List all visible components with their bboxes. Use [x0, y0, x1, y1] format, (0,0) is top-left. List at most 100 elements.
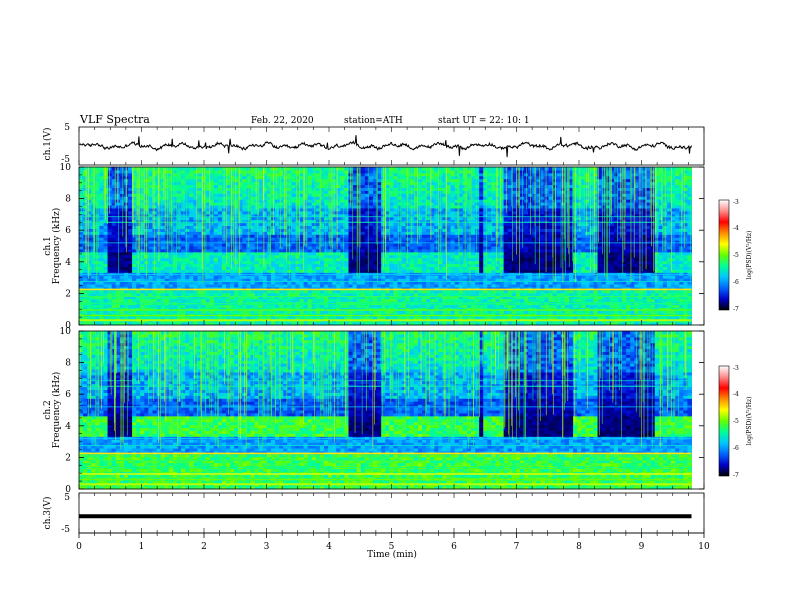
spectrogram-cell: [324, 202, 329, 206]
spectrogram-cell: [213, 222, 219, 227]
spectrogram-cell: [132, 219, 137, 224]
spectrogram-cell: [246, 251, 251, 256]
spectrogram-cell: [438, 266, 443, 270]
spectrogram-cell: [417, 184, 423, 188]
spectrogram-cell: [275, 175, 280, 180]
spectrogram-cell: [393, 169, 398, 174]
spectrogram-cell: [328, 207, 333, 212]
spectrogram-cell: [136, 257, 141, 262]
spectrogram-cell: [417, 295, 423, 300]
spectrogram-cell: [332, 172, 337, 177]
spectrogram-cell: [152, 310, 158, 314]
spectrogram-cell: [409, 278, 415, 282]
spectrogram-cell: [332, 169, 337, 174]
spectrogram-cell: [283, 292, 288, 297]
spectrogram-cell: [275, 172, 280, 177]
spectrogram-cell: [201, 307, 207, 311]
spectrogram-cell: [319, 225, 325, 229]
spectrogram-cell: [426, 225, 431, 229]
spectrogram-cell: [172, 193, 178, 197]
spectrogram-cell: [181, 231, 186, 235]
spectrogram-cell: [242, 281, 247, 285]
spectrogram-cell: [242, 167, 247, 171]
spectrogram-cell: [426, 207, 431, 212]
spectrogram-cell: [79, 196, 84, 200]
spectrogram-cell: [324, 310, 329, 314]
spectrogram-cell: [426, 254, 431, 259]
spectrogram-cell: [217, 190, 223, 194]
spectrogram-cell: [160, 222, 166, 227]
spectrogram-cell: [299, 284, 305, 288]
spectrogram-cell: [270, 322, 276, 326]
spectrogram-cell: [160, 292, 166, 297]
spectrogram-cell: [115, 228, 121, 232]
spectrogram-cell: [385, 322, 390, 326]
spectrogram-cell: [279, 175, 284, 180]
spectrogram-cell: [426, 222, 431, 227]
spectrogram-cell: [279, 289, 284, 294]
spectrogram-cell: [254, 172, 260, 177]
spectrogram-cell: [315, 207, 321, 212]
spectrogram-cell: [295, 202, 300, 206]
spectrogram-cell: [254, 260, 260, 265]
spectrogram-cell: [266, 322, 272, 326]
spectrogram-cell: [344, 289, 349, 294]
spectrogram-cell: [209, 304, 215, 308]
spectrogram-cell: [193, 269, 198, 273]
spectrogram-cell: [197, 199, 202, 203]
spectrogram-cell: [164, 237, 170, 241]
spectrogram-cell: [430, 254, 435, 259]
spectrogram-cell: [132, 199, 137, 203]
spectrogram-cell: [185, 289, 190, 294]
spectrogram-cell: [99, 196, 104, 200]
spectrogram-cell: [307, 254, 313, 259]
spectrogram-cell: [148, 284, 153, 288]
spectrogram-cell: [336, 260, 341, 265]
spectrogram-cell: [185, 310, 190, 314]
spectrogram-cell: [405, 322, 411, 326]
spectrogram-cell: [336, 307, 341, 311]
spectrogram-cell: [242, 178, 247, 183]
spectrogram-cell: [103, 310, 109, 314]
spectrogram-cell: [291, 205, 296, 209]
spectrogram-cell: [401, 216, 407, 221]
spectrogram-cell: [258, 281, 264, 285]
spectrogram-cell: [319, 284, 325, 288]
spectrogram-cell: [430, 199, 435, 203]
spectrogram-cell: [303, 322, 309, 326]
spectrogram-cell: [250, 231, 256, 235]
spectrogram-cell: [246, 292, 251, 297]
spectrogram-cell: [181, 167, 186, 171]
spectrogram-cell: [185, 219, 190, 224]
spectrogram-cell: [393, 172, 398, 177]
spectrogram-cell: [324, 298, 329, 303]
spectrogram-cell: [103, 251, 109, 256]
spectrogram-cell: [348, 178, 354, 183]
spectrogram-cell: [213, 205, 219, 209]
spectrogram-cell: [205, 190, 211, 194]
spectrogram-cell: [397, 307, 403, 311]
spectrogram-cell: [299, 298, 305, 303]
spectrogram-cell: [115, 167, 121, 171]
spectrogram-cell: [87, 237, 92, 241]
spectrogram-cell: [87, 187, 92, 191]
spectrogram-cell: [164, 216, 170, 221]
spectrogram-cell: [168, 269, 174, 273]
spectrogram-cell: [385, 257, 390, 262]
spectrogram-cell: [401, 257, 407, 262]
spectrogram-cell: [185, 196, 190, 200]
spectrogram-cell: [230, 246, 235, 250]
spectrogram-cell: [393, 281, 398, 285]
spectrogram-cell: [336, 278, 341, 282]
spectrogram-cell: [140, 205, 145, 209]
spectrogram-cell: [246, 278, 251, 282]
spectrogram-cell: [275, 225, 280, 229]
spectrogram-cell: [185, 248, 190, 253]
spectrogram-cell: [377, 269, 382, 273]
spectrogram-cell: [397, 193, 403, 197]
spectrogram-cell: [381, 275, 386, 279]
spectrogram-cell: [336, 222, 341, 227]
spectrogram-cell: [95, 316, 100, 320]
spectrogram-cell: [324, 228, 329, 232]
spectrogram-cell: [140, 216, 145, 221]
